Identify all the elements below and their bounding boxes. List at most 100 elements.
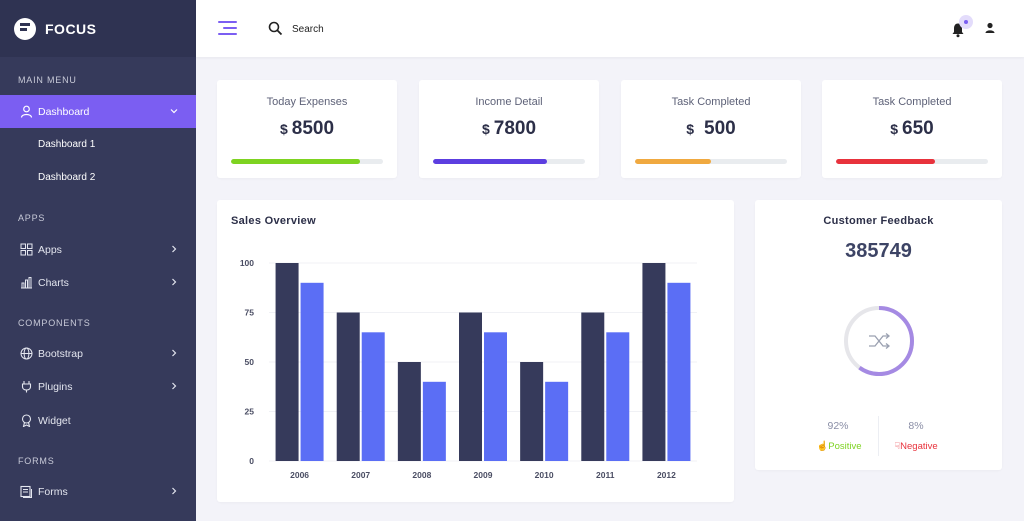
y-tick-label: 100 bbox=[240, 258, 254, 268]
sidebar-item-label: Bootstrap bbox=[38, 347, 83, 360]
progress-bar bbox=[433, 159, 585, 164]
chart-bar bbox=[361, 332, 385, 461]
negative-label: ☟Negative bbox=[894, 441, 938, 452]
positive-percentage: 92% bbox=[827, 420, 849, 432]
sidebar-subitem-dashboard-1[interactable]: Dashboard 1 bbox=[38, 139, 96, 150]
chart-bar bbox=[300, 282, 324, 461]
menu-section-title: APPS bbox=[18, 213, 46, 223]
sidebar-item-apps[interactable]: Apps bbox=[0, 233, 196, 266]
chart-bar bbox=[336, 312, 360, 461]
stat-value: $7800 bbox=[481, 118, 537, 139]
focus-logo-icon bbox=[14, 17, 36, 40]
y-tick-label: 0 bbox=[249, 456, 254, 466]
chevron-right-icon bbox=[168, 243, 180, 255]
hamburger-menu-icon[interactable] bbox=[218, 21, 237, 35]
chart-bar bbox=[520, 362, 544, 461]
positive-label: ☝Positive bbox=[816, 441, 862, 452]
x-tick-label: 2006 bbox=[290, 470, 309, 480]
grid-icon bbox=[19, 243, 33, 257]
stat-value: $8500 bbox=[279, 118, 335, 139]
chart-bar bbox=[459, 312, 482, 461]
sidebar-item-label: Charts bbox=[38, 276, 69, 289]
menu-section-title: COMPONENTS bbox=[18, 318, 91, 328]
chevron-right-icon bbox=[168, 380, 180, 392]
sidebar-item-forms[interactable]: Forms bbox=[0, 475, 196, 508]
chevron-right-icon bbox=[168, 347, 180, 359]
chart-icon bbox=[19, 276, 33, 290]
progress-fill bbox=[231, 159, 361, 164]
feedback-ring-chart bbox=[844, 306, 914, 376]
sidebar-item-bootstrap[interactable]: Bootstrap bbox=[0, 337, 196, 370]
stat-value: $500 bbox=[686, 118, 736, 139]
x-tick-label: 2008 bbox=[412, 470, 431, 480]
chevron-right-icon bbox=[168, 485, 180, 497]
stat-card-income-detail: Income Detail $7800 bbox=[419, 80, 599, 178]
chart-bar bbox=[606, 332, 630, 461]
search-icon[interactable] bbox=[268, 21, 283, 36]
sidebar-item-dashboard[interactable]: Dashboard bbox=[0, 95, 196, 128]
search-input[interactable] bbox=[292, 19, 472, 39]
y-tick-label: 50 bbox=[245, 357, 255, 367]
chart-bar bbox=[484, 332, 507, 461]
stat-title: Today Expenses bbox=[266, 96, 348, 108]
x-tick-label: 2007 bbox=[351, 470, 370, 480]
stat-card-task-completed: Task Completed $500 bbox=[621, 80, 801, 178]
sidebar-item-label: Dashboard bbox=[38, 105, 90, 118]
chart-bar bbox=[642, 263, 666, 461]
progress-bar bbox=[836, 159, 988, 164]
globe-icon bbox=[19, 347, 33, 361]
brand[interactable]: FOCUS bbox=[0, 0, 196, 57]
menu-section-title: MAIN MENU bbox=[18, 75, 77, 85]
sidebar-item-label: Widget bbox=[38, 414, 71, 427]
x-tick-label: 2010 bbox=[535, 470, 554, 480]
y-tick-label: 25 bbox=[245, 407, 255, 417]
sidebar-item-label: Apps bbox=[38, 243, 62, 256]
chart-bar bbox=[581, 312, 605, 461]
progress-bar bbox=[231, 159, 383, 164]
plug-icon bbox=[19, 380, 33, 394]
chevron-right-icon bbox=[168, 276, 180, 288]
panel-title: Sales Overview bbox=[231, 215, 316, 227]
progress-fill bbox=[635, 159, 711, 164]
thumbs-up-icon: ☝ bbox=[816, 441, 829, 452]
stat-title: Task Completed bbox=[671, 96, 751, 108]
sidebar-item-charts[interactable]: Charts bbox=[0, 266, 196, 299]
thumbs-down-icon: ☟ bbox=[894, 441, 901, 452]
notification-dot bbox=[959, 15, 973, 29]
y-tick-label: 75 bbox=[245, 308, 255, 318]
panel-title: Customer Feedback bbox=[823, 215, 934, 227]
negative-percentage: 8% bbox=[908, 420, 924, 432]
brand-name: FOCUS bbox=[45, 20, 97, 37]
progress-fill bbox=[836, 159, 935, 164]
sidebar-item-plugins[interactable]: Plugins bbox=[0, 370, 196, 403]
sidebar-item-widget[interactable]: Widget bbox=[0, 404, 196, 437]
progress-bar bbox=[635, 159, 787, 164]
stat-title: Task Completed bbox=[872, 96, 952, 108]
badge-icon bbox=[19, 414, 33, 428]
sales-overview-panel: Sales Overview 0 25 50 75 100 2006 2007 2008 200… bbox=[217, 200, 734, 502]
progress-fill bbox=[433, 159, 547, 164]
chart-bar bbox=[667, 282, 691, 461]
top-header bbox=[196, 0, 1024, 57]
user-account-icon[interactable] bbox=[983, 21, 997, 35]
feedback-ring-arc bbox=[844, 306, 914, 376]
chart-bar bbox=[422, 381, 446, 461]
stat-title: Income Detail bbox=[475, 96, 543, 108]
menu-section-title: FORMS bbox=[18, 456, 55, 466]
chart-bar bbox=[275, 263, 299, 461]
chart-bar bbox=[397, 362, 421, 461]
x-tick-label: 2012 bbox=[657, 470, 676, 480]
sales-bar-chart: 0 25 50 75 100 2006 2007 2008 2009 2010 2011 2012 bbox=[240, 258, 697, 480]
x-tick-label: 2011 bbox=[596, 470, 615, 480]
stat-card-today-expenses: Today Expenses $8500 bbox=[217, 80, 397, 178]
shuffle-icon bbox=[869, 333, 891, 349]
customer-feedback-panel: Customer Feedback 385749 92% ☝Positive 8… bbox=[755, 200, 1002, 470]
sidebar-subitem-dashboard-2[interactable]: Dashboard 2 bbox=[38, 172, 96, 183]
form-icon bbox=[19, 485, 33, 499]
divider bbox=[878, 416, 879, 456]
chevron-down-icon bbox=[168, 105, 180, 117]
stat-card-task-completed-2: Task Completed $650 bbox=[822, 80, 1002, 178]
x-tick-label: 2009 bbox=[474, 470, 493, 480]
sidebar-item-label: Plugins bbox=[38, 380, 73, 393]
feedback-value: 385749 bbox=[845, 240, 912, 262]
